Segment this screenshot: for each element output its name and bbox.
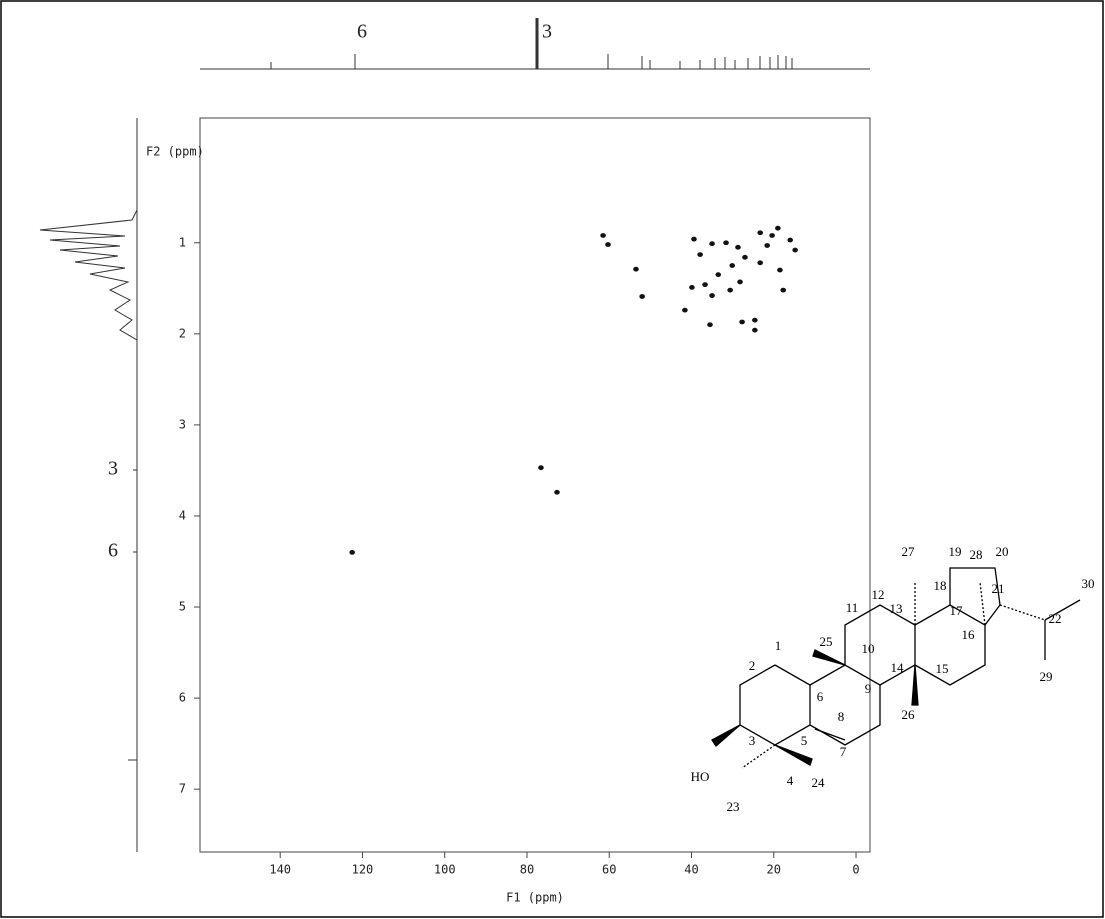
- atom-label: 8: [838, 709, 845, 724]
- cross-peak: [729, 263, 736, 268]
- cross-peak: [723, 240, 729, 246]
- cross-peak: [633, 266, 639, 272]
- x-tick-label: 20: [767, 863, 781, 877]
- y-tick-label: 4: [179, 508, 186, 522]
- atom-label: 14: [891, 660, 905, 675]
- top-spectrum: [200, 18, 870, 70]
- cross-peak: [709, 241, 715, 247]
- cross-peak: [538, 465, 544, 471]
- cross-peak: [727, 287, 733, 293]
- cross-peak: [764, 243, 770, 248]
- atom-label: 28: [970, 547, 983, 562]
- annotation: 3: [542, 21, 552, 43]
- cross-peak: [709, 293, 715, 298]
- cross-peak: [349, 549, 355, 555]
- atom-label: 7: [840, 744, 847, 759]
- x-tick-label: 80: [520, 863, 534, 877]
- cross-peak: [787, 237, 794, 243]
- atom-label: 5: [801, 733, 808, 748]
- structure-skeleton: [711, 567, 1081, 769]
- cross-peak: [757, 260, 763, 266]
- atom-label: 19: [949, 544, 962, 559]
- cross-peak: [769, 233, 775, 238]
- atom-label: 4: [787, 773, 794, 788]
- atom-label: 11: [846, 600, 859, 615]
- atom-label: 23: [727, 799, 740, 814]
- y-tick-label: 3: [179, 417, 186, 431]
- cross-peak: [775, 225, 781, 231]
- y-tick-label: 2: [179, 326, 186, 340]
- y-tick-label: 5: [179, 600, 186, 614]
- x-tick-label: 0: [852, 863, 859, 877]
- cross-peak: [780, 287, 787, 293]
- atom-label: 10: [862, 641, 875, 656]
- cross-peak: [697, 252, 703, 258]
- cross-peak: [682, 307, 688, 313]
- annotation: 6: [108, 540, 118, 562]
- atom-label: 3: [749, 733, 756, 748]
- cross-peak: [707, 322, 713, 328]
- cross-peak: [600, 233, 606, 238]
- atom-label: 21: [992, 581, 1005, 596]
- atom-label: 13: [890, 601, 903, 616]
- atom-label: 29: [1040, 669, 1053, 684]
- atom-label: 26: [902, 707, 916, 722]
- atom-label: 27: [902, 544, 916, 559]
- atom-label: 17: [950, 603, 964, 618]
- atom-label: 1: [775, 638, 782, 653]
- x-tick-label: 60: [602, 863, 616, 877]
- cross-peak: [752, 327, 758, 333]
- cross-peak: [739, 319, 745, 325]
- atom-label: 24: [812, 775, 826, 790]
- cross-peak: [757, 230, 763, 236]
- y-axis-label: F2 (ppm): [146, 145, 204, 159]
- annotation: 3: [108, 458, 118, 480]
- cross-peak: [737, 279, 743, 285]
- atom-label: 6: [817, 689, 824, 704]
- y-tick-label: 1: [179, 235, 186, 249]
- cross-peak: [554, 489, 560, 495]
- cross-peak: [792, 247, 798, 253]
- cross-peak: [752, 317, 758, 323]
- atom-label: HO: [691, 769, 710, 784]
- cross-peak: [689, 284, 695, 290]
- x-tick-label: 120: [352, 863, 374, 877]
- plot-frame: [199, 117, 871, 853]
- atom-label: 20: [996, 544, 1009, 559]
- cross-peak: [735, 244, 741, 250]
- atom-label: 30: [1082, 576, 1095, 591]
- y-tick-label: 7: [179, 782, 186, 796]
- cross-peak: [702, 282, 708, 288]
- x-tick-label: 140: [269, 863, 291, 877]
- cross-peak: [742, 254, 748, 260]
- atom-label: 15: [936, 661, 949, 676]
- cross-peak: [715, 272, 722, 278]
- atom-label: 22: [1049, 611, 1062, 626]
- cross-peak: [605, 242, 611, 247]
- annotation: 6: [357, 21, 367, 43]
- atom-label: 25: [820, 634, 833, 649]
- cross-peak: [777, 267, 783, 273]
- x-tick-label: 100: [434, 863, 456, 877]
- atom-label: 9: [865, 681, 872, 696]
- atom-label: 16: [962, 627, 976, 642]
- x-tick-label: 40: [684, 863, 698, 877]
- atom-label: 2: [749, 658, 756, 673]
- atom-label: 18: [934, 578, 947, 593]
- y-tick-label: 6: [179, 691, 186, 705]
- cross-peak: [691, 236, 697, 242]
- cross-peak: [639, 294, 645, 299]
- atom-label: 12: [872, 587, 885, 602]
- x-axis-label: F1 (ppm): [506, 891, 564, 905]
- left-spectrum: [39, 118, 138, 852]
